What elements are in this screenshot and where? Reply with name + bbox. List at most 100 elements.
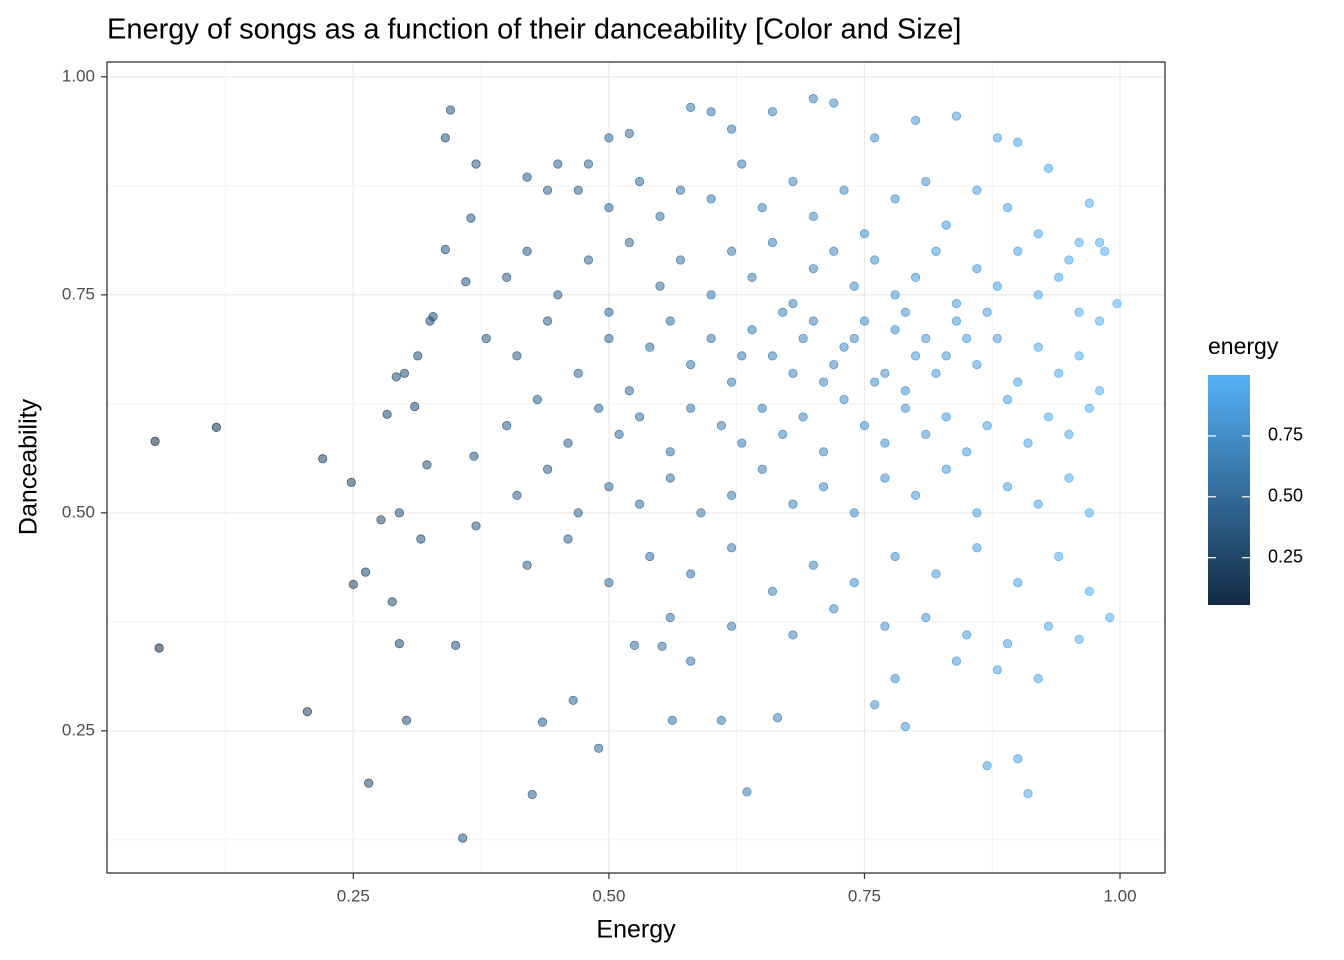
point [941, 464, 951, 474]
point [568, 695, 578, 705]
point [818, 482, 829, 492]
point [1013, 246, 1023, 256]
point [972, 264, 982, 274]
point [951, 111, 962, 121]
point [726, 124, 737, 134]
point [767, 586, 778, 596]
point [788, 298, 798, 309]
point [154, 643, 164, 653]
point [1033, 290, 1043, 300]
point [542, 185, 553, 195]
point [921, 612, 931, 623]
point [532, 394, 542, 405]
y-tick-label: 0.75 [62, 284, 95, 303]
point [1094, 316, 1105, 326]
x-tick-label: 0.75 [848, 886, 881, 905]
point [829, 246, 839, 256]
point [1013, 377, 1023, 387]
point [706, 194, 716, 204]
point [1105, 612, 1115, 623]
point [425, 316, 435, 326]
point [808, 560, 818, 570]
point [634, 412, 645, 422]
point [849, 578, 859, 588]
point [604, 482, 614, 492]
point [522, 560, 532, 570]
point [716, 421, 726, 431]
point [364, 778, 374, 788]
point [573, 185, 583, 195]
point [1002, 394, 1013, 405]
point [655, 281, 665, 291]
point [1013, 754, 1023, 764]
point [527, 789, 537, 800]
point [440, 133, 450, 143]
point [391, 372, 401, 382]
point [941, 351, 951, 361]
point [1043, 163, 1054, 173]
x-tick-label: 0.25 [337, 886, 370, 905]
point [583, 159, 594, 169]
point [461, 277, 471, 287]
point [1002, 203, 1013, 213]
point [1064, 255, 1074, 265]
point [859, 421, 870, 431]
point [910, 272, 921, 282]
point [458, 833, 468, 843]
point [624, 386, 634, 396]
point [629, 640, 640, 650]
point [604, 578, 614, 588]
point [706, 333, 716, 344]
point [1033, 229, 1043, 239]
point [910, 490, 921, 501]
point [361, 567, 371, 577]
point [982, 421, 992, 431]
point [1084, 403, 1094, 413]
point [767, 237, 778, 248]
point [962, 447, 972, 457]
point [1054, 368, 1064, 378]
point [870, 377, 880, 387]
legend-label: 0.25 [1268, 546, 1303, 566]
point [348, 579, 358, 589]
point [931, 368, 941, 378]
point [302, 707, 312, 717]
y-tick-label: 0.25 [62, 720, 95, 739]
point [931, 569, 941, 579]
point [767, 107, 778, 117]
point [798, 412, 808, 422]
point [466, 213, 476, 223]
y-tick-label: 1.00 [62, 66, 95, 85]
point [880, 438, 890, 448]
point [471, 159, 481, 169]
point [849, 508, 859, 518]
point [992, 665, 1002, 675]
point [469, 451, 479, 461]
point [614, 429, 624, 439]
point [645, 342, 655, 352]
point [757, 464, 767, 474]
point [890, 325, 900, 335]
point [604, 133, 614, 143]
point [900, 403, 910, 413]
point [778, 429, 788, 439]
point [992, 333, 1002, 344]
point [870, 255, 880, 265]
point [399, 368, 410, 378]
point [512, 490, 522, 501]
point [667, 715, 677, 725]
point [829, 359, 839, 370]
point [675, 255, 686, 265]
point [1023, 789, 1033, 799]
point [737, 438, 747, 448]
point [778, 307, 788, 317]
point [726, 490, 737, 501]
point [686, 656, 696, 666]
point [839, 185, 849, 195]
point [1043, 621, 1054, 631]
point [931, 246, 941, 256]
point [450, 640, 461, 650]
point [634, 176, 645, 187]
point [675, 185, 686, 195]
